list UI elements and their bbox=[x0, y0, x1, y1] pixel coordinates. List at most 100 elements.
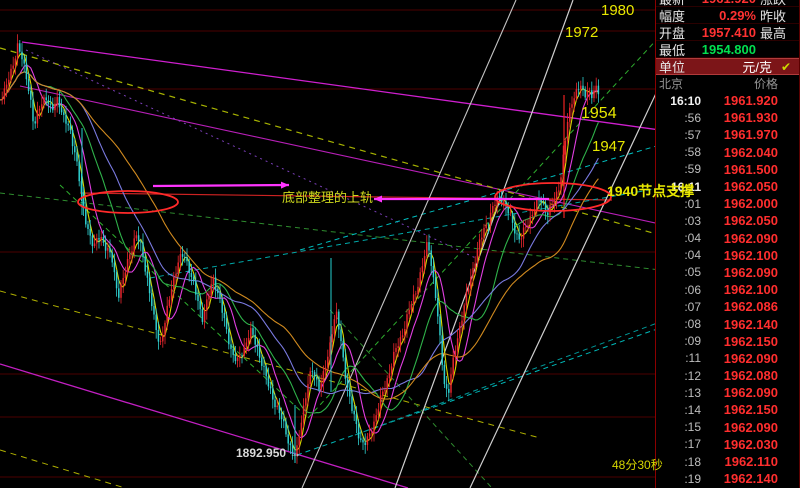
tick-row: :17 1962.030 bbox=[656, 436, 800, 453]
tick-row: :05 1962.090 bbox=[656, 264, 800, 281]
tick-time: :12 bbox=[684, 368, 701, 383]
tick-time: :01 bbox=[684, 196, 701, 211]
green-dashed-up bbox=[307, 40, 655, 419]
annotation-arrow-left bbox=[152, 181, 290, 189]
summary-value: 0.29% bbox=[719, 7, 756, 23]
ma-line-36 bbox=[0, 71, 599, 395]
tick-price: 1962.150 bbox=[723, 333, 778, 349]
tick-row: 16:11 1962.050 bbox=[656, 178, 800, 195]
quote-panel: 最新1961.920涨跌幅度 0.29%昨收开盘1957.410最高最低1954.… bbox=[655, 0, 800, 488]
tick-row: :59 1961.500 bbox=[656, 161, 800, 178]
tick-price: 1962.090 bbox=[723, 419, 778, 435]
chart-canvas bbox=[0, 0, 655, 488]
tick-time: :57 bbox=[684, 127, 701, 142]
tick-time: :58 bbox=[684, 145, 701, 160]
summary-row-幅度: 幅度 0.29% 昨收 bbox=[656, 7, 800, 24]
tick-row: :11 1962.090 bbox=[656, 350, 800, 367]
summary-row-开盘: 开盘 1957.410 最高 bbox=[656, 24, 800, 41]
tick-price: 1962.090 bbox=[723, 264, 778, 280]
tick-price: 1962.140 bbox=[723, 471, 778, 487]
white-channel-line-3 bbox=[469, 94, 655, 488]
tick-time: :06 bbox=[684, 282, 701, 297]
tick-price: 1962.090 bbox=[723, 230, 778, 246]
tick-row: :56 1961.930 bbox=[656, 109, 800, 126]
tick-row: :09 1962.150 bbox=[656, 333, 800, 350]
magenta-secondary-trendline bbox=[19, 85, 655, 224]
tick-list-header: 北京 价格 bbox=[656, 75, 800, 92]
tick-time: :09 bbox=[684, 334, 701, 349]
magenta-upper-trendline bbox=[21, 41, 655, 130]
tick-price: 1962.100 bbox=[723, 282, 778, 298]
tick-time: 16:11 bbox=[670, 179, 701, 194]
tick-time: :11 bbox=[685, 351, 701, 366]
tick-price: 1961.920 bbox=[723, 93, 778, 109]
tick-price: 1962.050 bbox=[723, 213, 778, 229]
tick-row: :14 1962.150 bbox=[656, 401, 800, 418]
cyan-dashed-up-2 bbox=[354, 323, 655, 436]
tick-price: 1962.100 bbox=[723, 247, 778, 263]
price-column-label: 价格 bbox=[753, 77, 778, 91]
tick-row: :07 1962.086 bbox=[656, 298, 800, 315]
yellow-dashed-bottom-left bbox=[0, 449, 126, 488]
tick-row: :18 1962.110 bbox=[656, 453, 800, 470]
green-dashed-bottom-right bbox=[329, 309, 493, 488]
tick-price: 1962.086 bbox=[723, 299, 778, 315]
tick-time: :04 bbox=[684, 231, 701, 246]
unit-row[interactable]: 单位 元/克 ✔ bbox=[656, 58, 800, 75]
tick-row: :15 1962.090 bbox=[656, 419, 800, 436]
tick-row: :04 1962.090 bbox=[656, 230, 800, 247]
left-consolidation-ellipse bbox=[77, 190, 179, 214]
ma-line-55 bbox=[0, 71, 599, 400]
tick-price: 1962.080 bbox=[723, 368, 778, 384]
tick-row: :06 1962.100 bbox=[656, 281, 800, 298]
tick-row: :03 1962.050 bbox=[656, 212, 800, 229]
tick-time: :18 bbox=[684, 454, 701, 469]
summary-row-最低: 最低 1954.800 bbox=[656, 41, 800, 58]
tick-time: :19 bbox=[684, 471, 701, 486]
tick-time: :14 bbox=[684, 402, 701, 417]
right-breakout-ellipse bbox=[494, 182, 612, 212]
ma-line-22 bbox=[0, 71, 599, 414]
tick-list: 16:10 1961.920:56 1961.930:57 1961.970:58 19… bbox=[656, 92, 800, 487]
tick-price: 1962.030 bbox=[723, 436, 778, 452]
tick-time: :59 bbox=[684, 162, 701, 177]
summary-label: 幅度 bbox=[659, 8, 686, 24]
tick-price: 1962.050 bbox=[723, 179, 778, 195]
cyan-dashed-up-1 bbox=[296, 329, 655, 456]
tick-time: :17 bbox=[684, 437, 701, 452]
unit-value: 元/克 bbox=[742, 60, 772, 75]
tick-row: 16:10 1961.920 bbox=[656, 92, 800, 109]
tick-price: 1962.090 bbox=[723, 350, 778, 366]
white-channel-line-2 bbox=[394, 0, 574, 488]
yellowgreen-dashed-trendline bbox=[0, 47, 655, 235]
tick-time: :03 bbox=[684, 213, 701, 228]
tick-time: 16:10 bbox=[670, 93, 701, 108]
tick-row: :01 1962.000 bbox=[656, 195, 800, 212]
white-channel-line-1 bbox=[301, 0, 517, 488]
tick-price: 1962.090 bbox=[723, 385, 778, 401]
yellow-dashed-mid-line bbox=[0, 290, 541, 439]
tick-price: 1962.000 bbox=[723, 196, 778, 212]
tick-row: :13 1962.090 bbox=[656, 384, 800, 401]
tick-price: 1962.040 bbox=[723, 144, 778, 160]
summary-right-label: 昨收 bbox=[760, 8, 787, 24]
unit-label: 单位 bbox=[659, 60, 686, 75]
city-label: 北京 bbox=[659, 77, 684, 91]
magenta-lower-channel bbox=[0, 363, 409, 488]
green-dashed-down bbox=[59, 184, 309, 419]
tick-time: :56 bbox=[684, 110, 701, 125]
tick-time: :04 bbox=[684, 248, 701, 263]
tick-row: :58 1962.040 bbox=[656, 144, 800, 161]
summary-row-最新: 最新1961.920 涨跌 bbox=[656, 0, 800, 7]
tick-time: :13 bbox=[684, 385, 701, 400]
summary-value: 1961.920 bbox=[685, 0, 756, 6]
tick-time: :07 bbox=[684, 299, 701, 314]
cyan-dashed-mid bbox=[149, 188, 655, 279]
tick-row: :08 1962.140 bbox=[656, 315, 800, 332]
tick-time: :08 bbox=[684, 317, 701, 332]
check-icon[interactable]: ✔ bbox=[780, 59, 792, 74]
tick-price: 1961.930 bbox=[723, 110, 778, 126]
tick-row: :12 1962.080 bbox=[656, 367, 800, 384]
tick-time: :05 bbox=[684, 265, 701, 280]
tick-price: 1962.140 bbox=[723, 316, 778, 332]
